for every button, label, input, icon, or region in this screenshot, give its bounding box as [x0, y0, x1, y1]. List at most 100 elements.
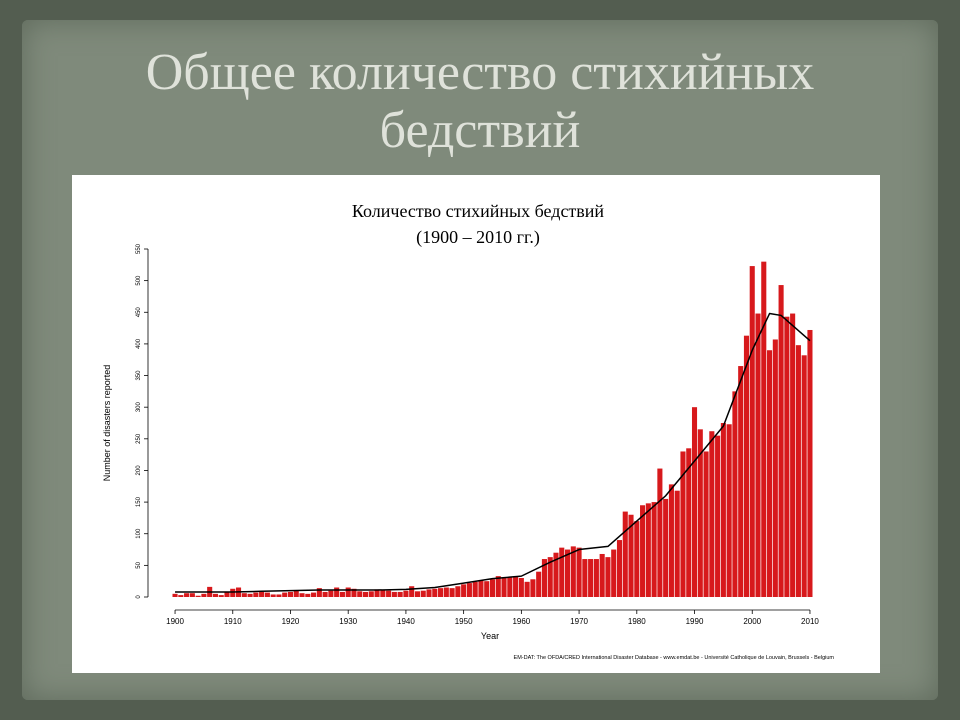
bar — [588, 559, 594, 597]
bar — [218, 595, 224, 597]
bar — [749, 266, 755, 597]
bar — [478, 580, 484, 597]
source-note: EM-DAT: The OFDA/CRED International Disa… — [514, 655, 835, 661]
x-tick-label: 1930 — [339, 617, 357, 626]
bar — [299, 593, 305, 597]
y-tick-label: 200 — [136, 465, 142, 476]
bar — [472, 581, 478, 597]
bar — [501, 578, 507, 597]
bar — [767, 350, 773, 597]
bar — [536, 571, 542, 597]
bar — [634, 521, 640, 597]
bar — [524, 581, 530, 597]
bar — [530, 579, 536, 597]
bar — [541, 559, 547, 597]
bar — [686, 448, 692, 597]
bar — [657, 468, 663, 597]
bar — [484, 581, 490, 597]
bar — [715, 435, 721, 597]
bar — [616, 540, 623, 597]
bar — [570, 546, 576, 597]
bar — [761, 261, 767, 597]
x-tick-label: 1990 — [686, 617, 704, 626]
bar — [507, 577, 513, 597]
bar — [709, 431, 715, 597]
chart-subtitle: (1900 – 2010 гг.) — [416, 227, 540, 248]
x-tick-label: 1960 — [512, 617, 530, 626]
y-tick-label: 100 — [136, 528, 142, 539]
bar — [230, 588, 236, 597]
bar — [726, 424, 732, 597]
bar — [703, 451, 709, 597]
bar — [293, 590, 299, 597]
bar — [432, 588, 438, 597]
x-tick-label: 1900 — [166, 617, 184, 626]
bar — [201, 593, 207, 597]
bar — [455, 586, 461, 597]
bar — [674, 490, 680, 597]
y-tick-label: 500 — [136, 275, 142, 286]
bar — [184, 593, 190, 597]
y-tick-label: 450 — [136, 307, 142, 318]
x-tick-label: 2000 — [743, 617, 761, 626]
bar — [276, 594, 282, 597]
trend-line — [175, 312, 811, 593]
bar — [795, 345, 801, 597]
bar — [426, 589, 432, 597]
bar — [489, 579, 496, 597]
bar — [443, 587, 449, 597]
bar — [438, 588, 444, 597]
bar — [732, 391, 738, 597]
bar — [680, 451, 686, 597]
x-axis-label: Year — [481, 631, 499, 641]
chart-panel: Количество стихийных бедствий (1900 – 20… — [72, 175, 880, 673]
bar — [282, 592, 288, 597]
bar — [386, 590, 392, 597]
bar — [611, 549, 617, 597]
bar — [466, 583, 472, 597]
bar — [420, 590, 426, 597]
bar — [801, 355, 807, 597]
bar — [564, 549, 571, 597]
bar — [518, 578, 524, 597]
bar — [305, 593, 311, 597]
bar — [224, 591, 230, 597]
bar — [772, 339, 778, 597]
bar — [697, 429, 703, 597]
y-axis-label: Number of disasters reported — [102, 365, 112, 482]
x-tick-label: 1970 — [570, 617, 588, 626]
bar — [599, 553, 605, 597]
y-tick-label: 350 — [136, 370, 142, 381]
bar — [513, 576, 519, 597]
y-tick-label: 250 — [136, 433, 142, 444]
bar — [253, 592, 259, 597]
bar — [270, 594, 276, 597]
bar — [778, 285, 784, 597]
bar — [328, 590, 334, 597]
x-tick-label: 1910 — [224, 617, 242, 626]
y-tick-label: 150 — [136, 496, 142, 507]
bar — [339, 591, 345, 597]
bar — [397, 591, 403, 597]
chart: Количество стихийных бедствий (1900 – 20… — [102, 201, 835, 661]
x-tick-label: 1980 — [628, 617, 646, 626]
bar — [691, 407, 698, 597]
bar — [172, 593, 178, 597]
bar — [212, 593, 218, 597]
slide-title: Общее количество стихийных бедствий — [145, 44, 815, 159]
bar — [784, 316, 790, 597]
bar — [547, 557, 553, 597]
bar — [605, 557, 611, 597]
bar — [645, 503, 651, 597]
bar — [743, 335, 750, 597]
bar — [345, 587, 351, 597]
bar — [409, 586, 415, 597]
bar — [495, 576, 501, 597]
y-tick-label: 550 — [136, 243, 142, 254]
x-tick-label: 2010 — [801, 617, 819, 626]
bar — [576, 547, 582, 597]
bar — [738, 366, 744, 597]
x-tick-label: 1950 — [455, 617, 473, 626]
y-tick-label: 50 — [136, 561, 142, 568]
bar — [640, 505, 646, 597]
